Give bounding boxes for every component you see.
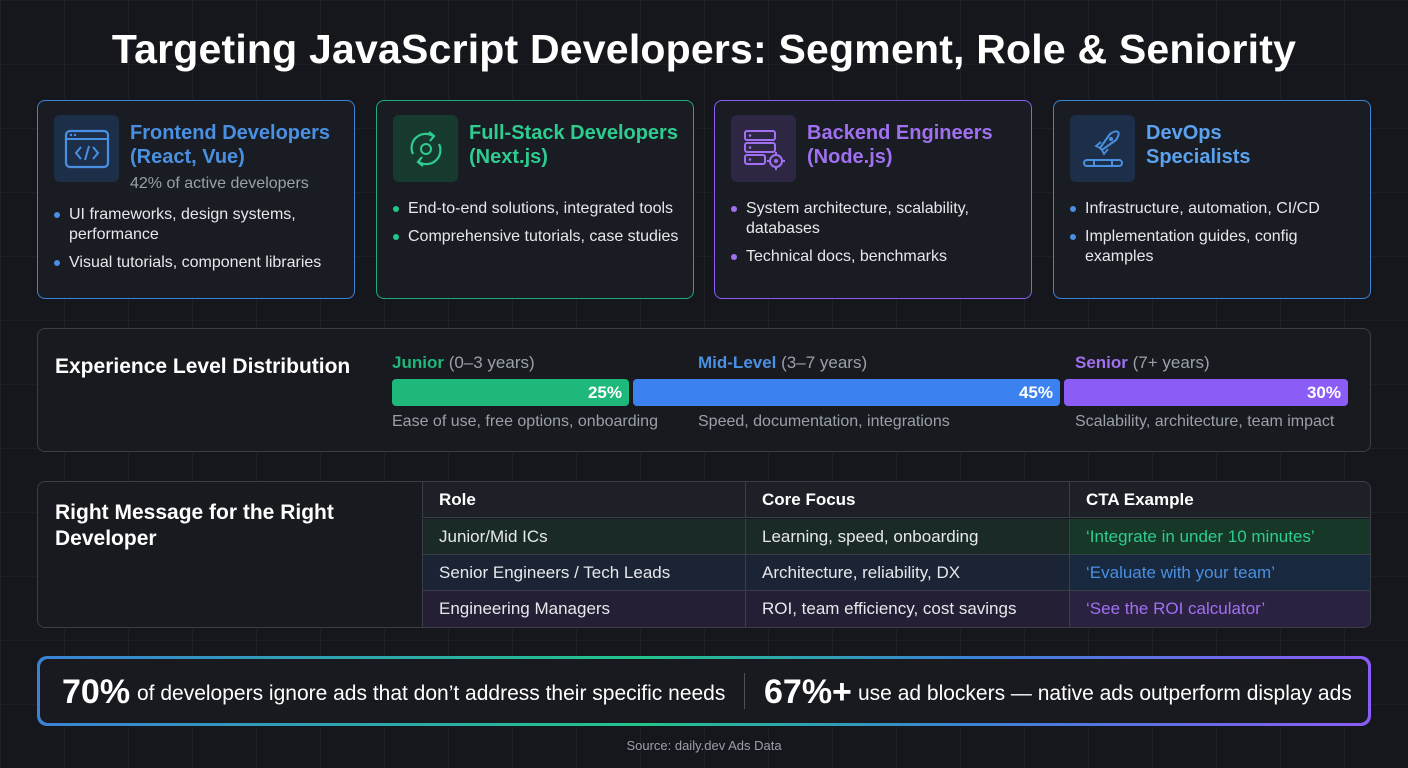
table-row: Senior Engineers / Tech Leads Architectu… (422, 555, 1370, 591)
table-cell: Senior Engineers / Tech Leads (422, 555, 745, 590)
bullet-item: Implementation guides, config examples (1070, 227, 1360, 267)
rocket-pipeline-icon (1070, 115, 1135, 182)
segment-title: Backend Engineers (Node.js) (807, 122, 993, 168)
segment-card-backend: Backend Engineers (Node.js) System archit… (714, 100, 1032, 299)
cycle-arrows-icon (393, 115, 458, 182)
stat-text: of developers ignore ads that don’t addr… (137, 682, 726, 705)
column-header: Core Focus (745, 482, 1069, 517)
stats-banner: 70% of developers ignore ads that don’t … (37, 656, 1371, 726)
percent-label: 30% (1306, 383, 1341, 402)
bullet-item: Technical docs, benchmarks (731, 247, 1021, 267)
messaging-table: Role Core Focus CTA Example Junior/Mid I… (422, 482, 1370, 627)
bullet-item: Visual tutorials, component libraries (54, 253, 344, 273)
table-cell: Junior/Mid ICs (422, 519, 745, 554)
level-label-mid: Mid-Level (3–7 years) (698, 353, 868, 372)
percent-label: 45% (1018, 383, 1053, 402)
table-cell: ROI, team efficiency, cost savings (745, 591, 1069, 627)
messaging-panel: Right Message for the Right Developer Ro… (37, 481, 1371, 628)
progress-bar-mid: 45% (633, 379, 1060, 406)
bullet-item: End-to-end solutions, integrated tools (393, 199, 683, 219)
segment-title: Full-Stack Developers (Next.js) (469, 122, 678, 168)
table-cell: Engineering Managers (422, 591, 745, 627)
level-description: Speed, documentation, integrations (698, 413, 950, 430)
level-label-junior: Junior (0–3 years) (392, 353, 535, 372)
stat-value: 67%+ (764, 673, 852, 711)
segment-bullets: End-to-end solutions, integrated tools C… (393, 199, 683, 255)
column-header: Role (422, 482, 745, 517)
cta-cell: ‘Integrate in under 10 minutes’ (1069, 519, 1370, 554)
level-description: Ease of use, free options, onboarding (392, 413, 658, 430)
segment-bullets: System architecture, scalability, databa… (731, 199, 1021, 275)
table-row: Engineering Managers ROI, team efficienc… (422, 591, 1370, 627)
source-note: Source: daily.dev Ads Data (626, 738, 782, 753)
cta-cell: ‘Evaluate with your team’ (1069, 555, 1370, 590)
bullet-item: System architecture, scalability, databa… (731, 199, 1021, 239)
progress-bar-junior: 25% (392, 379, 629, 406)
stat-divider (744, 673, 745, 709)
experience-title: Experience Level Distribution (55, 355, 351, 378)
bullet-item: Comprehensive tutorials, case studies (393, 227, 683, 247)
segment-title: DevOps Specialists (1146, 122, 1251, 168)
stat-value: 70% (62, 673, 131, 711)
table-header-row: Role Core Focus CTA Example (422, 482, 1370, 518)
segment-title: Frontend Developers (React, Vue) (130, 122, 331, 168)
page-title: Targeting JavaScript Developers: Segment… (111, 26, 1297, 72)
table-cell: Architecture, reliability, DX (745, 555, 1069, 590)
level-label-senior: Senior (7+ years) (1075, 353, 1210, 372)
segment-card-devops: DevOps Specialists Infrastructure, automa… (1053, 100, 1371, 299)
messaging-title: Right Message for the Right Developer (55, 501, 334, 550)
percent-label: 25% (587, 383, 622, 402)
code-window-icon (54, 115, 119, 182)
segment-bullets: UI frameworks, design systems, performan… (54, 205, 344, 281)
cta-cell: ‘See the ROI calculator’ (1069, 591, 1370, 627)
table-cell: Learning, speed, onboarding (745, 519, 1069, 554)
segment-subtitle: 42% of active developers (130, 175, 309, 192)
stat-text: use ad blockers — native ads outperform … (858, 682, 1352, 705)
segment-bullets: Infrastructure, automation, CI/CD Implem… (1070, 199, 1360, 275)
progress-bar-senior: 30% (1064, 379, 1348, 406)
server-gear-icon (731, 115, 796, 182)
segment-card-fullstack: Full-Stack Developers (Next.js) End-to-en… (376, 100, 694, 299)
table-row: Junior/Mid ICs Learning, speed, onboardi… (422, 519, 1370, 555)
level-description: Scalability, architecture, team impact (1075, 413, 1335, 430)
segment-card-frontend: Frontend Developers (React, Vue) 42% of a… (37, 100, 355, 299)
bullet-item: UI frameworks, design systems, performan… (54, 205, 344, 245)
column-header: CTA Example (1069, 482, 1370, 517)
bullet-item: Infrastructure, automation, CI/CD (1070, 199, 1360, 219)
experience-panel: Experience Level Distribution Junior (0–… (37, 328, 1371, 452)
